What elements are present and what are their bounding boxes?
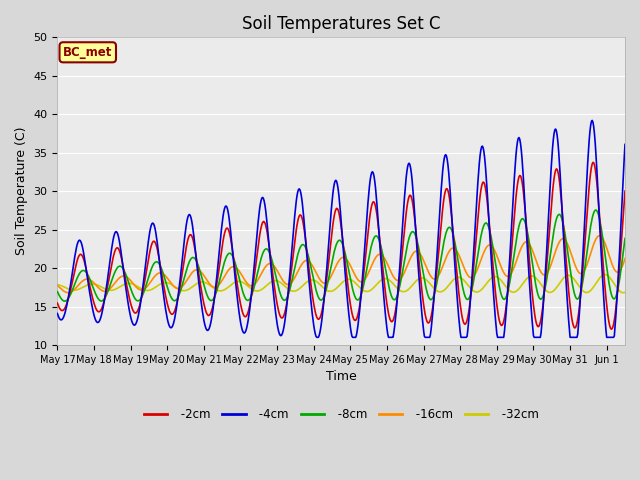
Y-axis label: Soil Temperature (C): Soil Temperature (C): [15, 127, 28, 255]
Legend:  -2cm,  -4cm,  -8cm,  -16cm,  -32cm: -2cm, -4cm, -8cm, -16cm, -32cm: [139, 403, 543, 426]
X-axis label: Time: Time: [326, 370, 356, 384]
Text: BC_met: BC_met: [63, 46, 113, 59]
Title: Soil Temperatures Set C: Soil Temperatures Set C: [242, 15, 440, 33]
